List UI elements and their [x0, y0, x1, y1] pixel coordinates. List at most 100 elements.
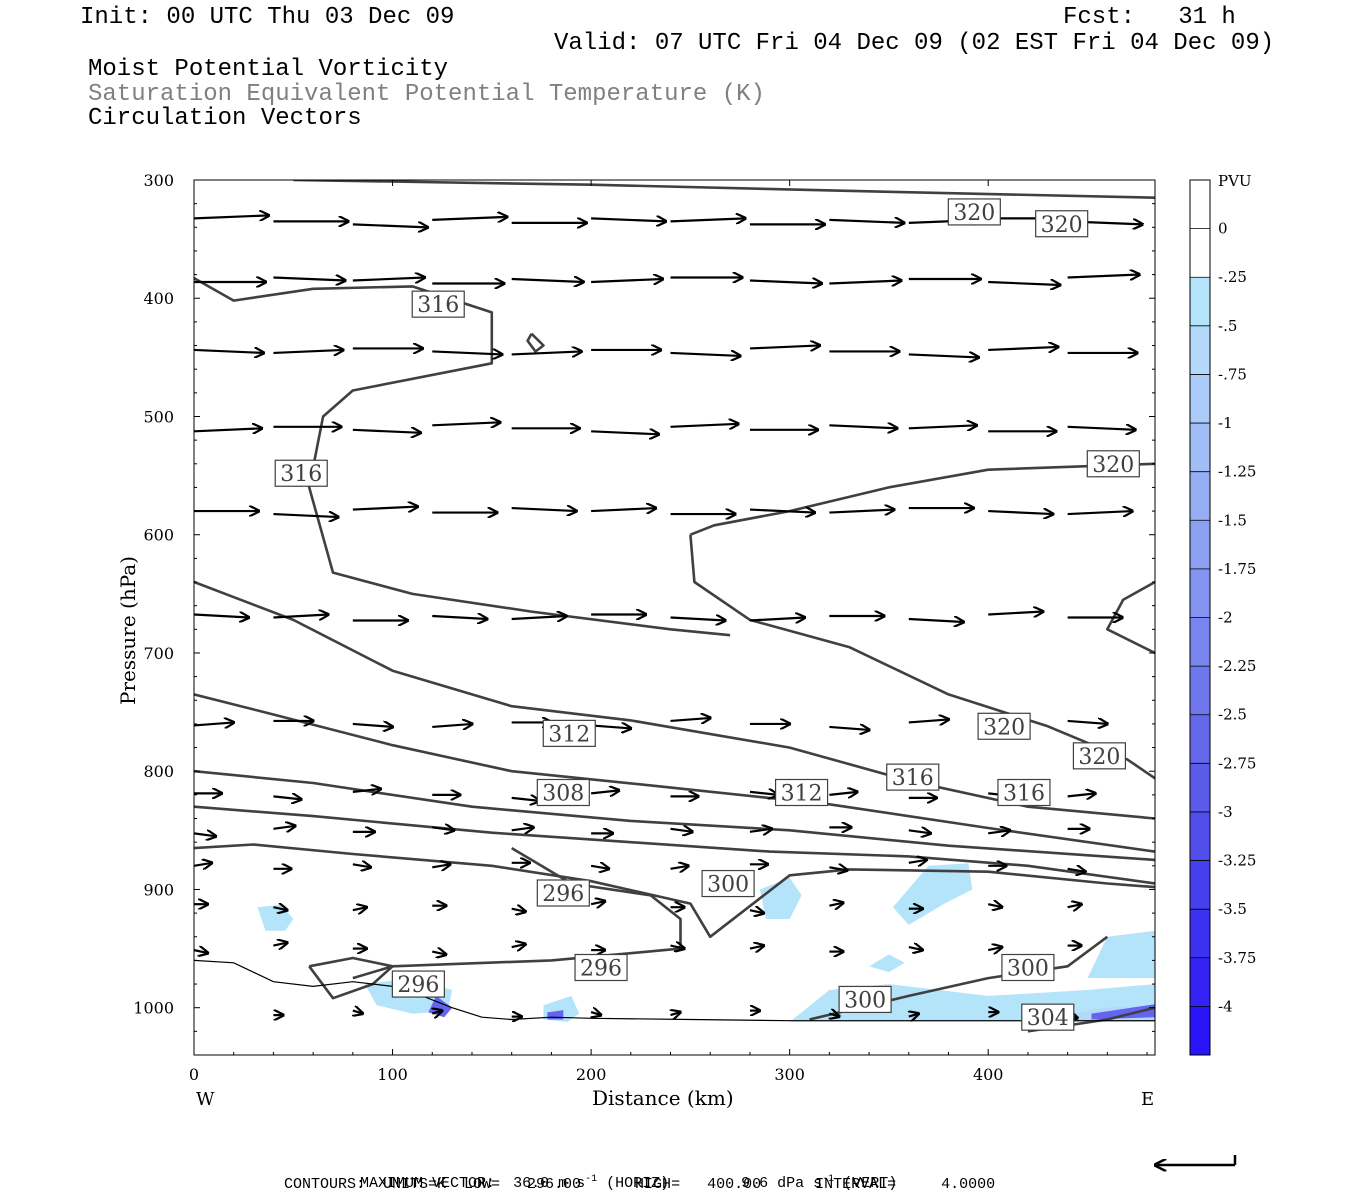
colorbar-label: -3.5: [1218, 900, 1247, 918]
contour-label-text: 316: [417, 293, 459, 318]
colorbar-swatch: [1190, 325, 1210, 375]
y-tick-label: 500: [143, 407, 174, 426]
circulation-vector: [273, 350, 343, 353]
colorbar-label: -3: [1218, 803, 1233, 821]
x-axis-label: Distance (km): [592, 1086, 734, 1110]
terrain-line: [194, 959, 1155, 1022]
circulation-vector: [432, 217, 507, 220]
circulation-vector: [749, 281, 822, 284]
contour-label-text: 312: [781, 782, 823, 807]
west-label: W: [196, 1089, 215, 1110]
circulation-vector: [749, 910, 764, 913]
circulation-vector: [749, 792, 778, 795]
circulation-vector: [511, 798, 540, 801]
contour-label: 296: [536, 879, 590, 907]
colorbar-label: -2.75: [1218, 754, 1256, 772]
contour-label-text: 320: [953, 201, 995, 226]
circulation-vector: [591, 508, 656, 511]
contour-label: 296: [391, 970, 445, 998]
circulation-vector: [194, 615, 249, 618]
contour-label: 300: [1001, 953, 1055, 982]
circulation-vector: [352, 224, 428, 227]
contour-label-text: 316: [280, 462, 322, 487]
pv-shading-strong: [1091, 1004, 1155, 1020]
circulation-vector: [194, 215, 269, 218]
circulation-vector: [829, 220, 904, 223]
vert-tag: (VERT): [843, 1175, 898, 1192]
pv-shading-region: [759, 877, 802, 919]
contour-label-box: [1086, 450, 1140, 478]
colorbar-swatch: [1190, 763, 1210, 812]
contour-label-box: [774, 778, 829, 807]
circulation-vector: [273, 826, 295, 829]
colorbar-label: -.25: [1218, 268, 1247, 286]
contour-label: 296: [574, 953, 628, 982]
circulation-vector: [1067, 721, 1108, 724]
circulation-vector: [908, 860, 927, 863]
colorbar-swatch: [1190, 228, 1210, 278]
contour-label-text: 320: [1078, 745, 1120, 770]
contour-label: 320: [1035, 210, 1089, 238]
contour-label-text: 316: [1003, 782, 1045, 807]
circulation-vector: [829, 1014, 839, 1017]
circulation-vector: [273, 796, 301, 799]
contour-label-text: 296: [580, 957, 622, 982]
circulation-vector: [432, 827, 454, 830]
circulation-vector: [749, 510, 815, 513]
contour-label: 320: [977, 712, 1031, 740]
circulation-vector: [908, 354, 979, 357]
circulation-vector: [432, 616, 487, 619]
colorbar: PVU 0 -.25 -.5 -.75 -1 -1.25 -1.5 -1.75 -2 -2.25 -2…: [1189, 172, 1256, 1056]
contour-label-text: 320: [983, 715, 1025, 740]
circulation-vector: [1067, 427, 1136, 430]
colorbar-swatch: [1190, 811, 1210, 861]
circulation-vector: [273, 278, 345, 281]
x-tick-label: 200: [576, 1065, 607, 1084]
contour-label-text: 304: [1027, 1006, 1069, 1031]
contour-label-box: [574, 953, 628, 982]
colorbar-swatch: [1190, 666, 1210, 715]
max-vector-label: MAXIMUM VECTOR:: [360, 1175, 496, 1192]
circulation-vector: [749, 345, 820, 348]
circulation-vector: [352, 507, 418, 510]
circulation-vector: [670, 618, 726, 621]
circulation-vector: [987, 904, 1002, 907]
contour-label-text: 300: [844, 988, 886, 1013]
circulation-vector: [273, 615, 328, 618]
contour-label: 316: [411, 290, 465, 318]
colorbar-swatch: [1190, 568, 1210, 618]
contour-label-box: [701, 869, 755, 898]
contour-label-box: [886, 763, 940, 791]
circulation-vector: [909, 1014, 919, 1017]
colorbar-swatch: [1190, 471, 1210, 521]
title-theta-es: Saturation Equivalent Potential Temperat…: [88, 81, 765, 108]
reference-vector-arrow: [1155, 1155, 1237, 1165]
colorbar-swatch: [1190, 180, 1210, 229]
colorbar-label: -3.75: [1218, 949, 1256, 967]
circulation-vector: [432, 1011, 442, 1014]
circulation-vector: [194, 950, 208, 953]
contour-label-box: [536, 778, 590, 807]
circulation-vector: [352, 864, 371, 867]
contour-label-box: [411, 290, 465, 318]
pv-shading-region: [1087, 930, 1155, 979]
circulation-vector: [511, 944, 526, 947]
init-time: Init: 00 UTC Thu 03 Dec 09: [80, 4, 455, 31]
circulation-vector: [590, 866, 609, 869]
circulation-vector: [432, 952, 446, 955]
colorbar-label: -3.25: [1218, 852, 1256, 870]
east-label: E: [1141, 1089, 1154, 1110]
circulation-vector: [194, 350, 264, 353]
circulation-vector: [352, 907, 367, 910]
circulation-vector: [273, 943, 287, 946]
circulation-vector: [670, 718, 711, 721]
contour-label-text: 320: [1092, 453, 1134, 478]
circulation-vector: [670, 946, 685, 949]
circulation-vector: [670, 353, 741, 356]
circulation-vector: [829, 867, 847, 870]
contour-label-box: [542, 719, 596, 747]
colorbar-label: -1.25: [1218, 463, 1256, 481]
contour-label-text: 316: [892, 766, 934, 791]
contour-label: 300: [838, 985, 892, 1013]
